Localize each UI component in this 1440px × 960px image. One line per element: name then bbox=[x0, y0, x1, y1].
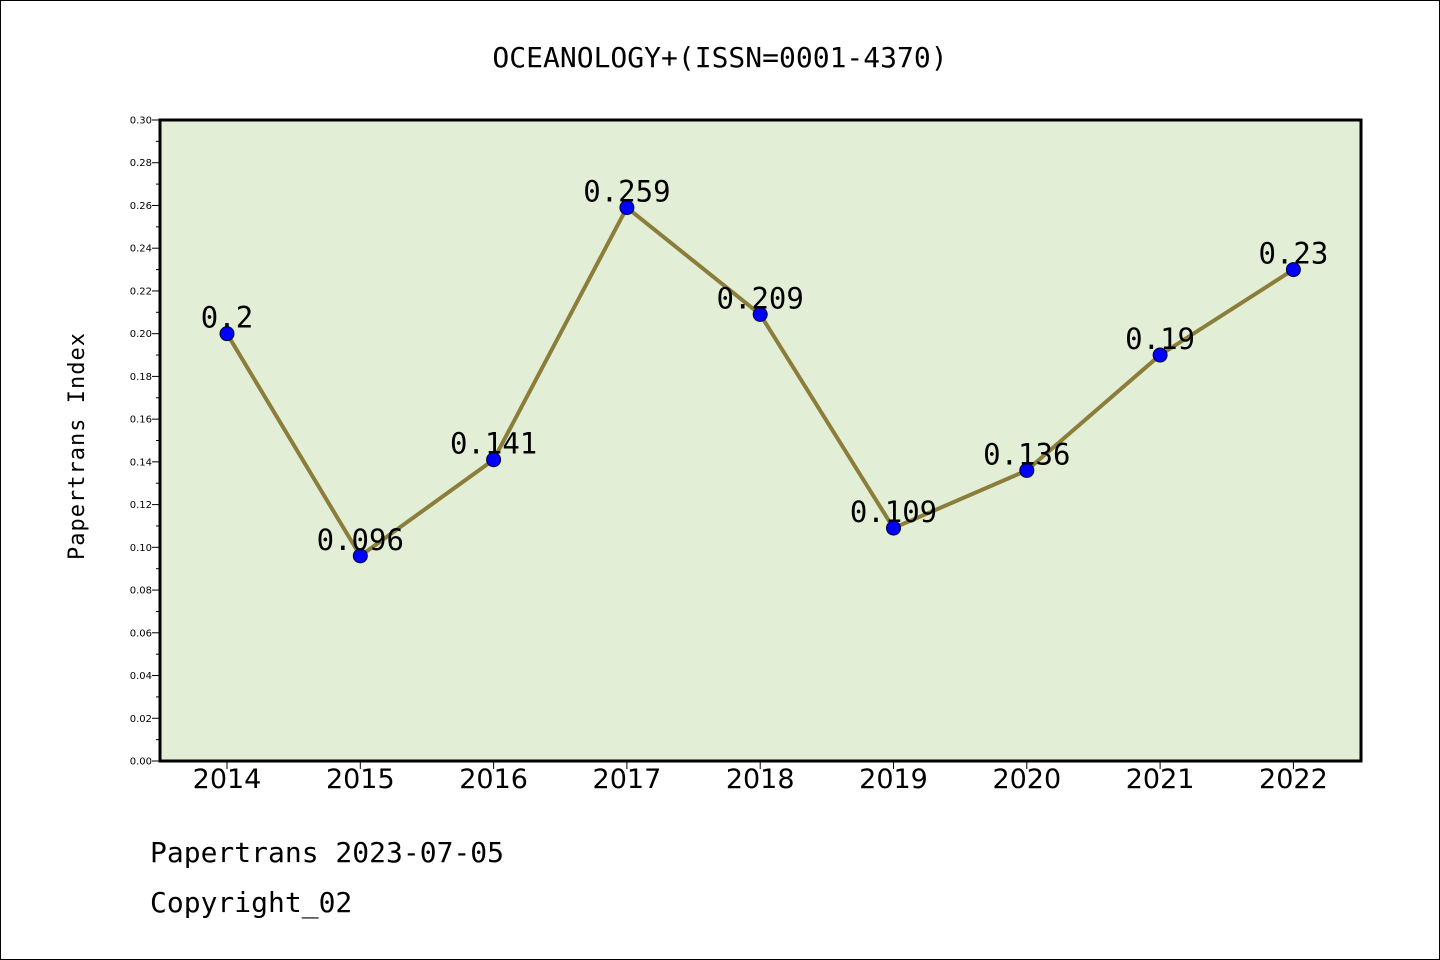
data-label: 0.19 bbox=[1125, 322, 1195, 356]
data-point bbox=[1152, 347, 1168, 363]
x-tick-label: 2015 bbox=[326, 764, 395, 795]
y-tick-label: 0.00 bbox=[130, 757, 152, 768]
x-tick-label: 2021 bbox=[1126, 764, 1195, 795]
data-label: 0.141 bbox=[450, 427, 537, 461]
y-tick-label: 0.14 bbox=[130, 457, 152, 468]
data-point bbox=[219, 326, 235, 342]
y-tick-label: 0.24 bbox=[130, 244, 152, 255]
data-point bbox=[752, 306, 768, 322]
x-tick-label: 2018 bbox=[726, 764, 795, 795]
y-tick-label: 0.04 bbox=[130, 671, 152, 682]
x-tick-label: 2016 bbox=[459, 764, 528, 795]
data-label: 0.109 bbox=[850, 495, 937, 529]
data-label: 0.23 bbox=[1258, 237, 1328, 271]
y-tick-label: 0.18 bbox=[130, 372, 152, 383]
data-point bbox=[352, 548, 368, 564]
x-axis: 2014 2015 2016 2017 2018 2019 2020 2021 2022 bbox=[193, 761, 1328, 795]
y-tick-label: 0.30 bbox=[130, 116, 152, 127]
x-tick-label: 2019 bbox=[859, 764, 928, 795]
data-label: 0.096 bbox=[317, 523, 404, 557]
data-label: 0.259 bbox=[583, 175, 670, 209]
footer-copyright: Copyright_02 bbox=[150, 886, 353, 919]
y-tick-label: 0.06 bbox=[130, 628, 152, 639]
y-axis: 0.00 0.02 0.04 0.06 0.08 0.10 0.12 0.14 0.16 0.18… bbox=[130, 116, 160, 768]
chart-title: OCEANOLOGY+(ISSN=0001-4370) bbox=[492, 41, 947, 74]
y-tick-label: 0.20 bbox=[130, 329, 152, 340]
y-tick-label: 0.22 bbox=[130, 286, 152, 297]
y-tick-label: 0.26 bbox=[130, 201, 152, 212]
data-label: 0.136 bbox=[983, 437, 1070, 471]
data-label: 0.2 bbox=[201, 301, 253, 335]
data-point bbox=[1285, 262, 1301, 278]
y-tick-label: 0.28 bbox=[130, 158, 152, 169]
y-tick-label: 0.12 bbox=[130, 500, 152, 511]
y-tick-label: 0.16 bbox=[130, 415, 152, 426]
data-point bbox=[1019, 462, 1035, 478]
y-axis-label: Papertrans Index bbox=[65, 332, 90, 560]
data-markers bbox=[219, 200, 1301, 564]
plot-area bbox=[160, 120, 1361, 761]
data-labels: 0.2 0.096 0.141 0.259 0.209 0.109 0.136 0.19 0.2… bbox=[201, 175, 1329, 557]
x-tick-label: 2022 bbox=[1259, 764, 1328, 795]
x-tick-label: 2020 bbox=[992, 764, 1061, 795]
y-tick-label: 0.02 bbox=[130, 714, 152, 725]
x-tick-label: 2017 bbox=[593, 764, 662, 795]
plot-border bbox=[158, 118, 1363, 763]
data-point bbox=[486, 452, 502, 468]
footer-date: Papertrans 2023-07-05 bbox=[150, 836, 505, 869]
data-point bbox=[886, 520, 901, 536]
data-point bbox=[619, 200, 635, 216]
x-tick-label: 2014 bbox=[193, 764, 262, 795]
y-tick-label: 0.08 bbox=[130, 586, 152, 597]
y-tick-label: 0.10 bbox=[130, 543, 152, 554]
data-label: 0.209 bbox=[717, 281, 804, 315]
